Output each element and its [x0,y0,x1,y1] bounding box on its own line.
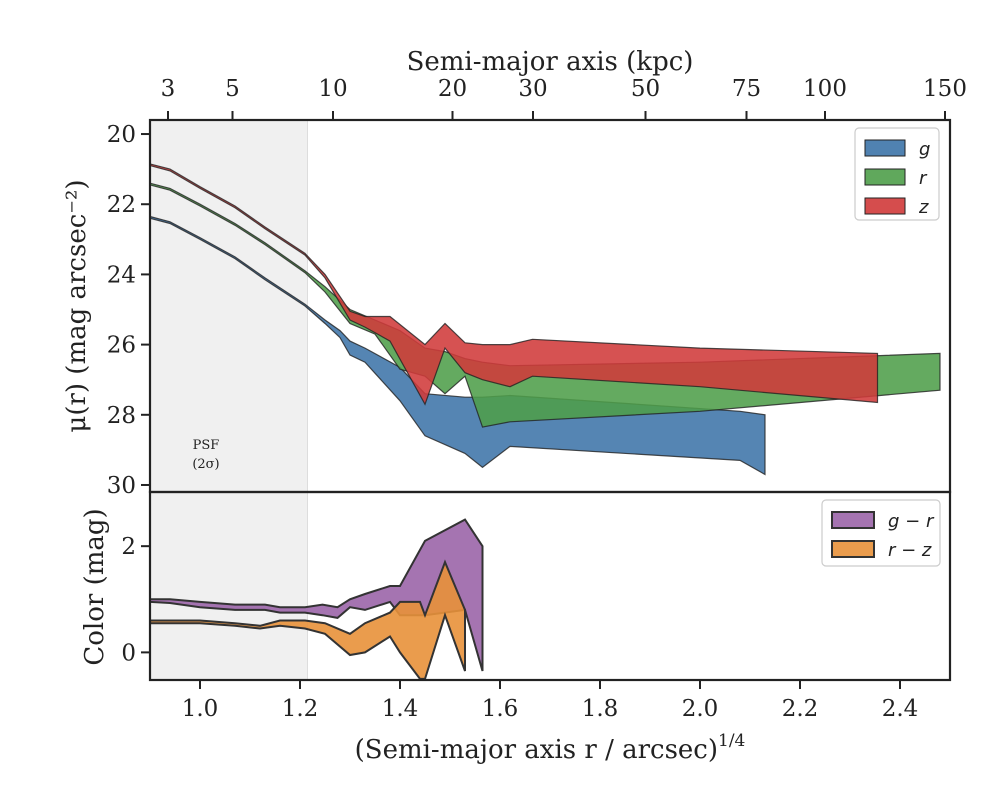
top-tick-label-30: 30 [518,76,547,102]
color-ytick-label-0: 0 [121,640,136,666]
top-tick-label-20: 20 [438,76,467,102]
band-z [149,163,879,406]
psf-shade-profile [150,120,308,492]
top-tick-label-100: 100 [803,76,847,102]
bottom-x-ticks: 1.0 1.2 1.4 1.6 1.8 2.0 2.2 2.4 [182,680,919,722]
top-axis-ticks: 3 5 10 20 30 50 75 100 150 [161,76,967,120]
bottom-xtick-label-1.8: 1.8 [582,696,619,722]
color-y-axis-title: Color (mag) [80,508,110,665]
bottom-xtick-label-1.4: 1.4 [382,696,419,722]
legend-swatch-1 [831,540,875,558]
profile-y-axis-title: μ(r) (mag arcsec⁻²) [62,179,92,432]
legend-label-2: z [918,197,929,218]
profile-ytick-label-26: 26 [107,333,136,359]
legend-swatch-0 [864,139,906,157]
color-bands [150,518,484,680]
bottom-xtick-label-2.0: 2.0 [682,696,719,722]
bottom-x-axis-title-superscript: 1/4 [718,731,745,751]
bottom-xtick-label-1.0: 1.0 [182,696,219,722]
band-r-z [150,559,466,680]
profile-ytick-label-30: 30 [107,473,136,499]
top-axis-title: Semi-major axis (kpc) [407,47,694,77]
top-tick-label-5: 5 [225,76,240,102]
psf-sigma-label: (2σ) [192,457,219,472]
legend-label-1: r − z [888,540,932,561]
legend-label-1: r [919,168,928,189]
bottom-xtick-label-2.4: 2.4 [882,696,919,722]
bottom-xtick-label-1.6: 1.6 [482,696,519,722]
top-tick-label-75: 75 [732,76,761,102]
top-tick-label-10: 10 [318,76,347,102]
profile-ytick-label-24: 24 [107,262,136,288]
legend-swatch-0 [831,511,875,529]
top-tick-label-50: 50 [631,76,660,102]
band-g-r [150,518,484,672]
bottom-xtick-label-2.2: 2.2 [782,696,819,722]
color-panel-frame [148,490,952,682]
profile-ytick-label-28: 28 [107,403,136,429]
bottom-x-axis-title-text: (Semi-major axis r / arcsec) [355,735,718,765]
profile-legend: grz [854,127,940,221]
top-tick-label-3: 3 [161,76,176,102]
top-tick-label-150: 150 [923,76,967,102]
psf-label: PSF [193,438,220,453]
profile-ytick-label-20: 20 [107,122,136,148]
profile-y-ticks: 20 22 24 26 28 30 [107,122,150,499]
psf-shade-color [150,492,308,680]
legend-swatch-1 [864,168,906,186]
profile-ytick-label-22: 22 [107,192,136,218]
profile-bands [149,163,941,476]
legend-swatch-2 [864,197,906,215]
color-ytick-label-2: 2 [121,534,136,560]
bottom-xtick-label-1.2: 1.2 [282,696,319,722]
legend-label-0: g − r [888,511,935,532]
color-y-ticks: 02 [121,534,150,666]
legend-label-0: g [919,139,930,160]
color-legend: g − r r − z [821,499,941,567]
bottom-x-axis-title: (Semi-major axis r / arcsec)1/4 [355,731,746,765]
